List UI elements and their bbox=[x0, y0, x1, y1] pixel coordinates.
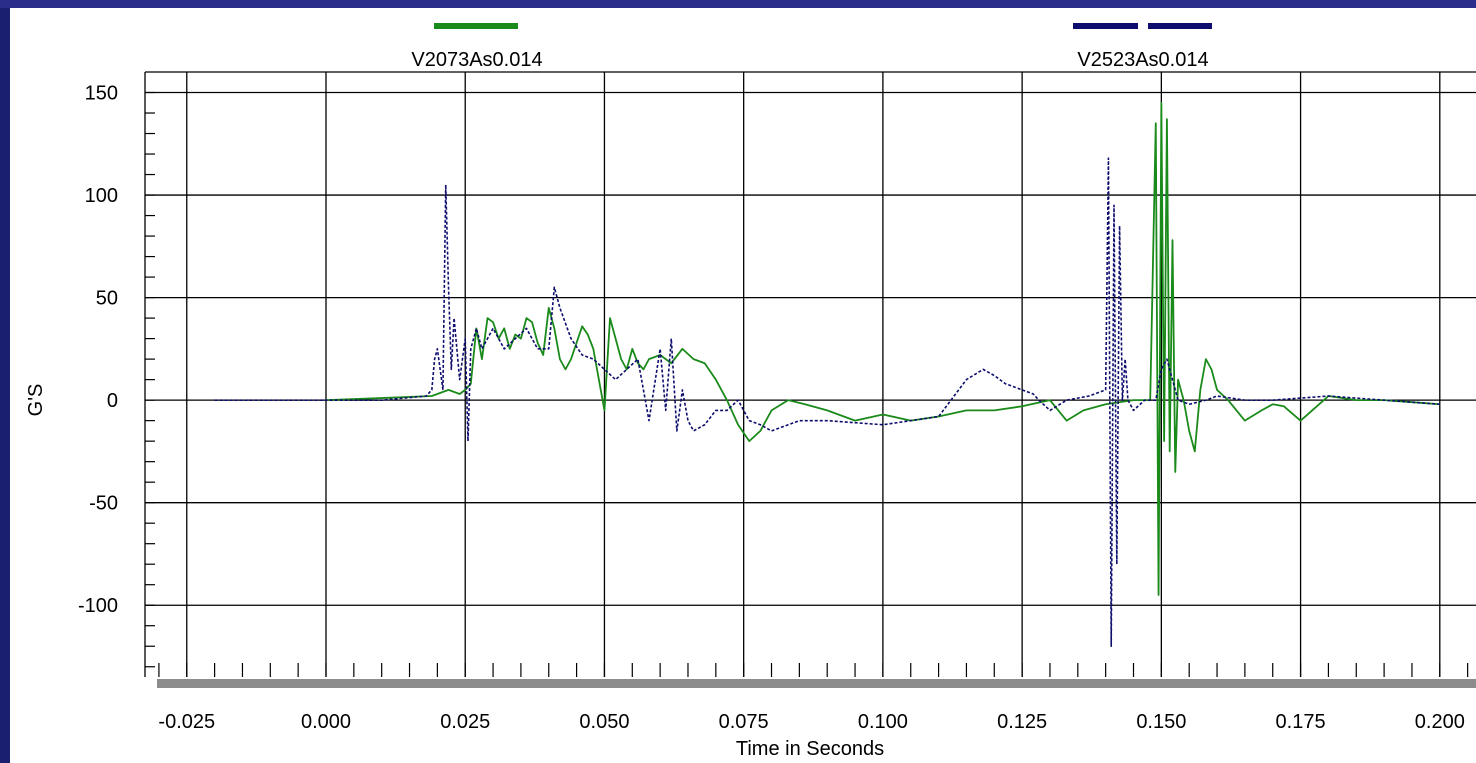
left-frame-border bbox=[0, 0, 10, 763]
y-tick-label: -50 bbox=[89, 493, 118, 515]
x-tick-label: -0.025 bbox=[158, 711, 215, 733]
x-tick-label: 0.150 bbox=[1136, 711, 1186, 733]
x-tick-label: 0.175 bbox=[1276, 711, 1326, 733]
x-tick-labels: -0.025 0.000 0.025 0.050 0.075 0.100 0.125 0.15… bbox=[158, 711, 1464, 733]
x-tick-label: 0.025 bbox=[440, 711, 490, 733]
y-tick-label: 100 bbox=[85, 185, 118, 207]
x-tick-label: 0.000 bbox=[301, 711, 351, 733]
y-tick-labels: -100 -50 0 50 100 150 bbox=[78, 83, 118, 618]
x-tick-label: 0.200 bbox=[1415, 711, 1465, 733]
x-tick-label: 0.050 bbox=[579, 711, 629, 733]
x-tick-label: 0.075 bbox=[719, 711, 769, 733]
minor-ticks bbox=[145, 91, 1469, 677]
y-axis-title: G'S bbox=[25, 384, 47, 417]
x-tick-label: 0.125 bbox=[997, 711, 1047, 733]
legend-label-green: V2073As0.014 bbox=[411, 49, 542, 71]
y-tick-label: 150 bbox=[85, 83, 118, 105]
x-axis-title: Time in Seconds bbox=[736, 738, 884, 760]
bottom-scroll-bar bbox=[157, 679, 1476, 688]
x-tick-label: 0.100 bbox=[858, 711, 908, 733]
legend-label-navy: V2523As0.014 bbox=[1077, 49, 1208, 71]
y-tick-label: 50 bbox=[96, 288, 118, 310]
plot-area bbox=[145, 72, 1476, 677]
y-tick-label: 0 bbox=[107, 390, 118, 412]
y-tick-label: -100 bbox=[78, 595, 118, 617]
series-lines bbox=[214, 101, 1440, 648]
legend: V2073As0.014 V2523As0.014 bbox=[411, 23, 1212, 71]
top-frame-border bbox=[0, 0, 1476, 8]
